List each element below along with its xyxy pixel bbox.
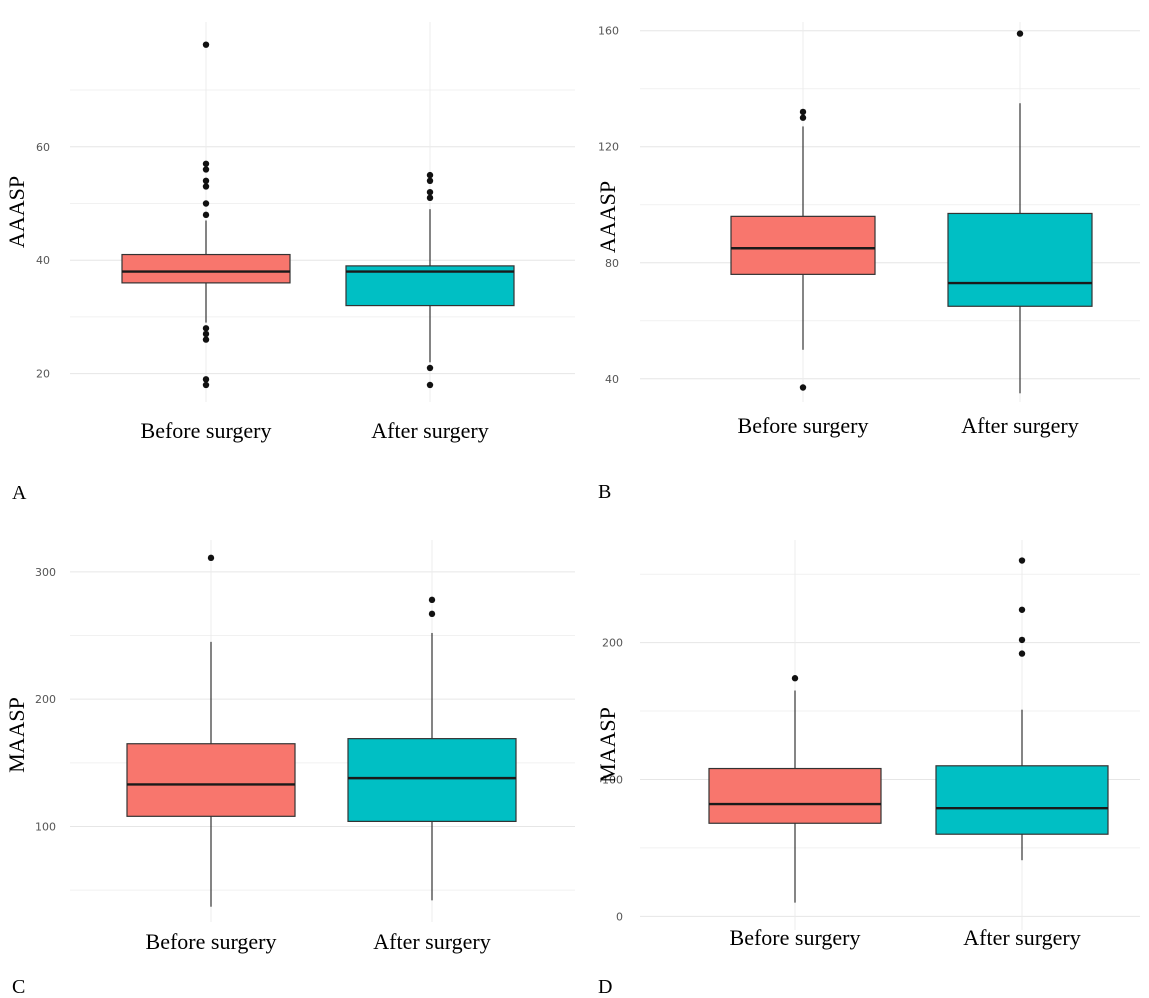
box-iqr — [126, 743, 296, 817]
outlier-point — [202, 177, 210, 185]
box-after — [345, 171, 515, 389]
x-category-label: Before surgery — [146, 929, 277, 954]
outlier-point — [426, 364, 434, 372]
box-before — [708, 675, 882, 903]
outlier-point — [202, 41, 210, 48]
y-axis-label: AAASP — [4, 176, 29, 248]
box-after — [947, 30, 1093, 394]
y-tick-label: 100 — [35, 821, 56, 834]
y-axis-label: MAASP — [595, 707, 620, 783]
outlier-point — [202, 325, 210, 332]
box-iqr — [708, 767, 882, 824]
outlier-point — [1016, 30, 1024, 37]
outlier-point — [202, 336, 210, 343]
x-category-label: Before surgery — [141, 418, 272, 443]
outlier-point — [202, 200, 210, 207]
outlier-point — [428, 596, 436, 604]
outlier-point — [1018, 606, 1026, 613]
x-category-label: Before surgery — [738, 413, 869, 438]
outlier-point — [426, 188, 434, 196]
panel-a: 20 40 60 Before surgery After surgery AAASP A — [4, 22, 575, 504]
y-tick-label: 160 — [598, 25, 619, 38]
outlier-point — [426, 381, 434, 389]
outlier-point — [202, 376, 210, 383]
box-iqr — [730, 215, 876, 275]
x-category-label: After surgery — [961, 413, 1079, 438]
outlier-point — [202, 166, 210, 173]
box-iqr — [935, 765, 1109, 835]
x-category-label: Before surgery — [730, 925, 861, 950]
outlier-point — [799, 114, 807, 121]
outlier-point — [202, 183, 210, 190]
outlier-point — [799, 384, 807, 391]
box-after — [347, 596, 517, 901]
x-category-label: After surgery — [373, 929, 491, 954]
y-tick-label: 80 — [605, 257, 619, 270]
y-tick-label: 60 — [36, 141, 50, 154]
box-iqr — [121, 253, 291, 284]
y-tick-label: 40 — [605, 373, 619, 386]
outlier-point — [202, 160, 210, 167]
outlier-point — [799, 108, 807, 116]
y-tick-label: 0 — [616, 910, 623, 923]
box-after — [935, 557, 1109, 861]
box-before — [730, 108, 876, 391]
y-axis-label: MAASP — [4, 697, 29, 773]
outlier-point — [1018, 557, 1026, 564]
panel-label: A — [12, 482, 27, 504]
outlier-point — [426, 194, 434, 202]
y-tick-label: 200 — [35, 693, 56, 706]
panel-d: 0 100 200 Before surgery After surgery MAASP D — [595, 540, 1140, 998]
x-category-label: After surgery — [371, 418, 489, 443]
outlier-point — [202, 330, 210, 338]
outlier-point — [1018, 636, 1026, 644]
y-tick-label: 120 — [598, 141, 619, 154]
box-before — [121, 41, 291, 389]
y-tick-label: 300 — [35, 566, 56, 579]
box-iqr — [347, 738, 517, 823]
panel-label: D — [598, 976, 612, 998]
outlier-point — [426, 171, 434, 179]
y-axis-label: AAASP — [595, 181, 620, 253]
outlier-point — [426, 177, 434, 185]
y-tick-label: 20 — [36, 368, 50, 381]
y-tick-label: 40 — [36, 254, 50, 267]
outlier-point — [202, 211, 210, 219]
outlier-point — [791, 675, 799, 682]
panel-b: 40 80 120 160 Before surgery After surgery AAA… — [595, 22, 1140, 503]
box-iqr — [947, 212, 1093, 307]
outlier-point — [202, 381, 210, 389]
x-category-label: After surgery — [963, 925, 1081, 950]
box-before — [126, 554, 296, 907]
y-tick-label: 100 — [602, 773, 623, 786]
outlier-point — [428, 610, 436, 618]
outlier-point — [1018, 650, 1026, 657]
panel-label: B — [598, 481, 611, 503]
y-tick-label: 200 — [602, 637, 623, 650]
panel-c: 100 200 300 Before surgery After surgery MAAS… — [4, 540, 575, 998]
outlier-point — [207, 554, 215, 562]
panel-label: C — [12, 976, 25, 998]
